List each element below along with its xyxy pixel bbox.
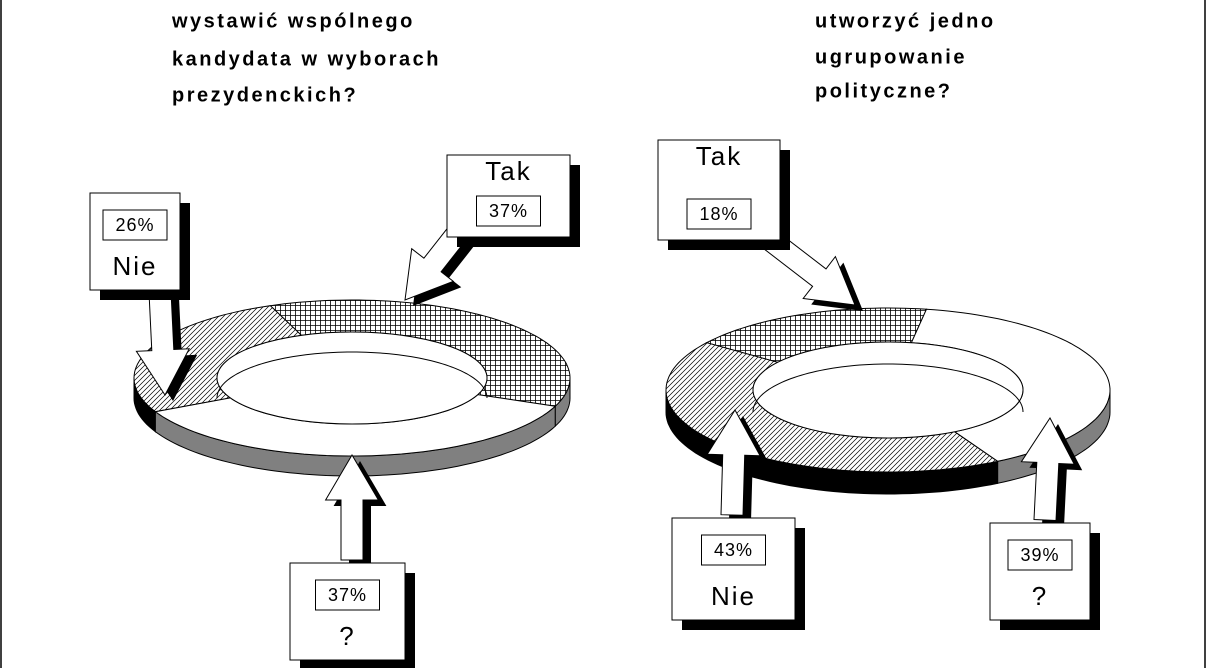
callout: ? 37%	[289, 454, 415, 668]
callout-box	[89, 192, 181, 291]
arrow	[135, 290, 191, 396]
donut-hole	[216, 331, 488, 425]
donut-hole	[752, 341, 1024, 439]
value-label: 18%	[699, 204, 738, 224]
chart-title: ugrupowanie	[815, 46, 967, 68]
value-box	[701, 534, 766, 566]
value-box	[476, 195, 541, 227]
callout-box	[289, 562, 406, 661]
chart-title: prezydenckich?	[172, 84, 358, 106]
chart-title: wystawić wspólnego	[171, 10, 415, 32]
category-label: Nie	[711, 581, 756, 611]
category-label: Nie	[112, 251, 157, 281]
value-label: 37%	[328, 585, 367, 605]
chart-title: polityczne?	[815, 80, 953, 102]
category-label: ?	[1032, 581, 1048, 611]
callout: Nie 26%	[89, 192, 198, 401]
category-label: Tak	[696, 141, 742, 171]
value-label: 43%	[714, 540, 753, 560]
value-box	[1007, 539, 1073, 571]
value-label: 39%	[1020, 545, 1059, 565]
value-box	[686, 198, 752, 230]
arrow	[324, 454, 380, 561]
callout: Tak 37%	[404, 154, 580, 306]
hole-wall-edge	[752, 363, 1024, 413]
chart-title: kandydata w wyborach	[172, 48, 441, 70]
callout: Nie 43%	[671, 409, 805, 630]
value-label: 26%	[115, 215, 154, 235]
hole-wall-edge	[216, 351, 488, 399]
chart-title: utworzyć jedno	[815, 10, 996, 32]
category-label: ?	[339, 621, 355, 651]
category-label: Tak	[485, 156, 531, 186]
arrow	[706, 409, 761, 516]
callout-box	[989, 522, 1091, 621]
value-box	[102, 209, 168, 241]
callout: Tak 18%	[657, 139, 863, 311]
callout: ? 39%	[989, 417, 1100, 630]
value-label: 37%	[489, 201, 528, 221]
value-box	[315, 579, 380, 611]
arrow	[1020, 417, 1076, 522]
